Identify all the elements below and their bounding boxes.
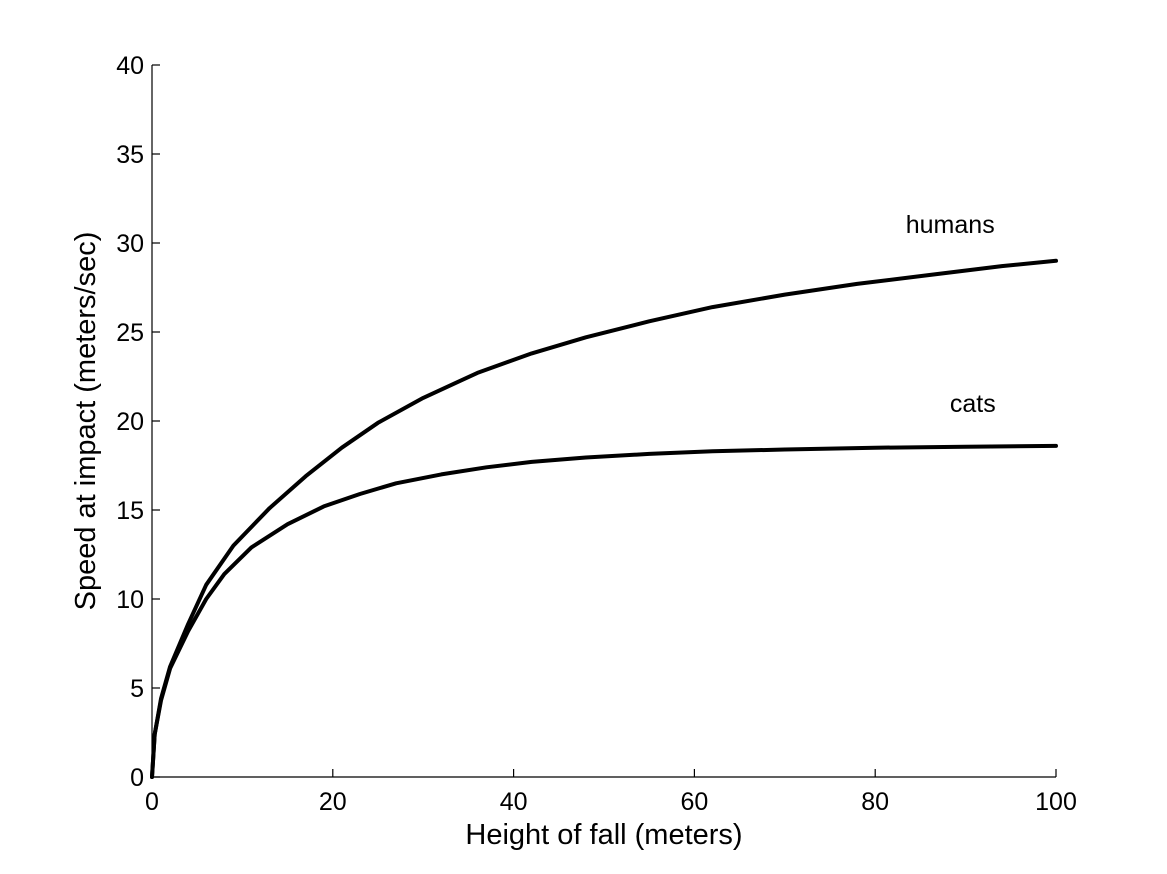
y-tick-label: 30 [116,230,144,258]
x-tick-label: 80 [861,788,889,816]
x-axis: 0 20 40 60 80 100 [145,769,1077,816]
x-tick-label: 60 [680,788,708,816]
y-axis-title: Speed at impact (meters/sec) [70,232,102,611]
series-line-humans [150,258,1058,779]
y-tick-label: 15 [116,497,144,525]
x-tick-label: 0 [145,788,159,816]
y-tick-label: 35 [116,141,144,169]
series-line-cats [150,443,1058,779]
x-tick-label: 40 [500,788,528,816]
y-tick-label: 40 [116,52,144,80]
y-tick-label: 0 [130,764,144,792]
x-tick-label: 20 [319,788,347,816]
y-tick-label: 5 [130,675,144,703]
y-tick-label: 25 [116,319,144,347]
x-axis-title: Height of fall (meters) [465,819,742,851]
series-label-cats: cats [950,390,996,418]
label-layer: humans cats [906,211,996,418]
y-tick-label: 10 [116,586,144,614]
y-axis: 0 5 10 15 20 25 30 35 40 [116,52,160,792]
series-label-humans: humans [906,211,995,239]
x-tick-label: 100 [1035,788,1077,816]
y-tick-label: 20 [116,408,144,436]
series-layer [150,258,1058,779]
